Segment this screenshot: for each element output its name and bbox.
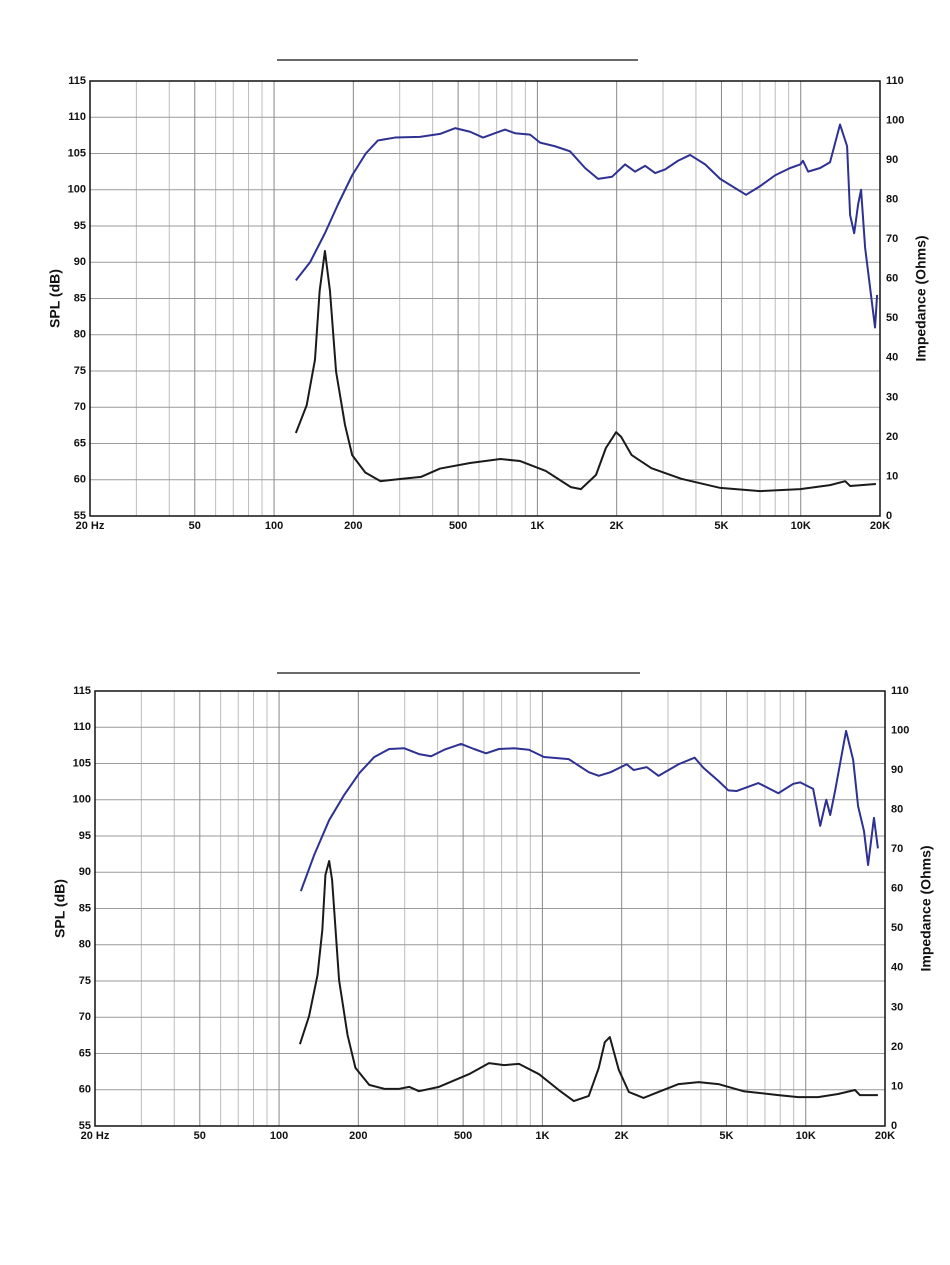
x-tick-label: 20 Hz [76,520,105,532]
x-tick-label: 5K [719,1130,733,1142]
x-tick-label: 20K [870,520,890,532]
y2-tick-label: 60 [891,883,903,895]
y-tick-label: 95 [74,220,86,232]
x-tick-label: 5K [714,520,728,532]
y-tick-label: 100 [68,184,86,196]
y-tick-label: 110 [68,111,86,123]
x-tick-label: 200 [349,1130,367,1142]
y-tick-label: 90 [74,256,86,268]
y-tick-label: 80 [79,939,91,951]
y-tick-label: 90 [79,866,91,878]
y-tick-label: 80 [74,329,86,341]
y-tick-label: 70 [79,1011,91,1023]
y2-tick-label: 10 [886,470,898,482]
y2-tick-label: 80 [891,804,903,816]
x-tick-label: 50 [194,1130,206,1142]
series-line [295,123,879,329]
y2-tick-label: 20 [886,431,898,443]
y-tick-label: 85 [74,292,86,304]
y2-axis-title: Impedance (Ohms) [913,235,929,361]
y-tick-label: 115 [68,75,86,87]
y-tick-label: 115 [73,685,91,697]
y-tick-label: 65 [74,437,86,449]
y-tick-label: 65 [79,1047,91,1059]
y2-tick-label: 90 [891,764,903,776]
x-tick-label: 1K [530,520,544,532]
y2-tick-label: 110 [891,685,909,697]
y2-tick-label: 30 [891,1001,903,1013]
y2-tick-label: 100 [886,114,904,126]
y-tick-label: 60 [79,1084,91,1096]
y2-tick-label: 80 [886,194,898,206]
series-line [299,729,879,892]
y2-tick-label: 40 [891,962,903,974]
y-tick-label: 105 [73,757,91,769]
y-tick-label: 75 [79,975,91,987]
y2-tick-label: 60 [886,273,898,285]
x-tick-label: 10K [796,1130,816,1142]
y-tick-label: 70 [74,401,86,413]
plot-frame [89,80,881,517]
y2-tick-label: 10 [891,1080,903,1092]
y2-tick-label: 70 [891,843,903,855]
y-axis-title: SPL (dB) [47,269,63,328]
y2-tick-label: 0 [886,510,892,522]
y-axis-title: SPL (dB) [52,879,68,938]
y-tick-label: 55 [74,510,86,522]
y2-tick-label: 110 [886,75,904,87]
plot-frame [94,690,886,1127]
x-tick-label: 20 Hz [81,1130,110,1142]
y2-tick-label: 40 [886,352,898,364]
y2-tick-label: 30 [886,391,898,403]
y2-tick-label: 100 [891,724,909,736]
x-tick-label: 2K [615,1130,629,1142]
x-tick-label: 100 [270,1130,288,1142]
y-tick-label: 100 [73,794,91,806]
y-tick-label: 95 [79,830,91,842]
y-tick-label: 85 [79,902,91,914]
x-tick-label: 2K [610,520,624,532]
y2-tick-label: 50 [891,922,903,934]
y2-axis-title: Impedance (Ohms) [918,845,934,971]
series-line [298,860,878,1103]
x-tick-label: 50 [189,520,201,532]
y2-tick-label: 90 [886,154,898,166]
x-tick-label: 20K [875,1130,895,1142]
y2-tick-label: 0 [891,1120,897,1132]
x-tick-label: 10K [791,520,811,532]
y-tick-label: 110 [73,721,91,733]
x-tick-label: 100 [265,520,283,532]
y-tick-label: 75 [74,365,86,377]
y-tick-label: 55 [79,1120,91,1132]
x-tick-label: 500 [449,520,467,532]
x-tick-label: 500 [454,1130,472,1142]
y2-tick-label: 50 [886,312,898,324]
y2-tick-label: 70 [886,233,898,245]
x-tick-label: 200 [344,520,362,532]
y2-tick-label: 20 [891,1041,903,1053]
x-tick-label: 1K [535,1130,549,1142]
series-line [294,250,877,493]
y-tick-label: 60 [74,474,86,486]
y-tick-label: 105 [68,147,86,159]
